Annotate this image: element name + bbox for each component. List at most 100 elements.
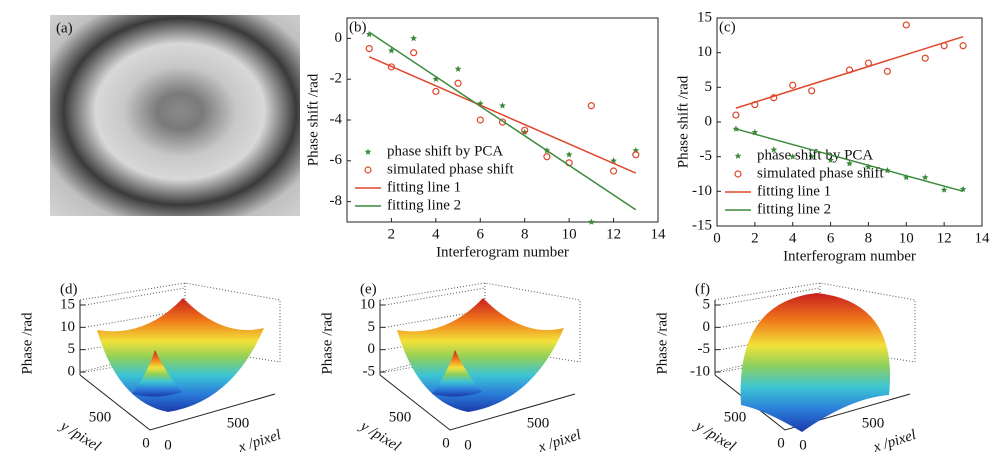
floor-edges: [714, 374, 911, 431]
y-tick-label: -6: [330, 152, 343, 168]
star-point: [827, 156, 834, 163]
x-tick-label: 8: [865, 230, 873, 246]
y-tick-label: 500: [89, 409, 112, 425]
y-tick-label: 500: [724, 409, 747, 425]
x-tick-label: 14: [651, 226, 667, 242]
star-point: [454, 65, 462, 72]
grid-line: [84, 287, 186, 306]
circle-point: [498, 118, 507, 126]
y-tick-label: 0: [777, 435, 785, 451]
x-tick-label: 500: [862, 415, 885, 431]
star-point: [808, 153, 815, 160]
star-point: [789, 153, 796, 160]
z-tick-label: 0: [703, 319, 711, 335]
fit-line: [735, 36, 964, 109]
x-tick-label: 0: [713, 230, 721, 246]
circle-point: [365, 44, 373, 53]
legend-swatch: [734, 170, 742, 178]
x-tick-label: 4: [789, 230, 797, 246]
circle-point: [476, 116, 484, 124]
x-tick-label: 4: [432, 226, 440, 242]
surface-peak: [132, 350, 182, 397]
legend-swatch: [734, 152, 742, 159]
x-axis-label: x /pixel: [236, 427, 283, 456]
circle-point: [609, 167, 618, 175]
floor-edges: [79, 374, 276, 431]
x-tick-label: 2: [388, 226, 396, 242]
legend-label: fitting line 1: [757, 183, 831, 199]
fit-line: [368, 56, 637, 174]
x-tick-label: 8: [521, 226, 529, 242]
panel-label: (e): [360, 281, 377, 297]
y-axis-label: Phase shift /rad: [675, 75, 691, 168]
star-point: [388, 47, 395, 54]
star-point: [565, 151, 573, 158]
legend-label: simulated phase shift: [757, 165, 884, 181]
star-point: [410, 34, 417, 42]
z-tick-label: -5: [363, 363, 376, 379]
circle-point: [632, 151, 640, 159]
star-point: [751, 128, 759, 136]
x-tick-label: 0: [164, 437, 172, 453]
z-tick-label: 5: [368, 319, 376, 335]
legend-swatch: [364, 166, 372, 174]
x-tick-label: 12: [937, 230, 952, 246]
surface-peak: [432, 350, 482, 397]
y-tick-label: -2: [330, 71, 343, 87]
surface: [740, 293, 891, 432]
y-tick-label: -4: [330, 111, 343, 127]
circle-point: [521, 126, 529, 134]
y-tick-label: 0: [142, 435, 150, 451]
y-tick-label: 10: [697, 44, 712, 60]
legend-label: phase shift by PCA: [387, 143, 503, 159]
y-tick-label: -15: [692, 217, 712, 233]
star-point: [959, 185, 967, 193]
z-tick-label: -10: [690, 363, 710, 379]
surface: [397, 298, 564, 412]
fit-line: [735, 128, 964, 193]
legend-label: fitting line 1: [387, 179, 461, 195]
x-tick-label: 0: [464, 437, 472, 453]
z-tick-label: 10: [60, 319, 75, 335]
circle-point: [902, 21, 910, 29]
x-axis-label: x /pixel: [536, 427, 583, 456]
y-tick-label: -5: [700, 148, 713, 164]
x-tick-label: 2: [751, 230, 759, 246]
z-tick-label: 0: [68, 363, 76, 379]
circle-point: [454, 79, 462, 87]
circle-point: [959, 42, 967, 50]
panel-label: (f): [695, 281, 710, 297]
legend-label: phase shift by PCA: [757, 147, 873, 163]
panel-label: (d): [60, 281, 78, 297]
panel-label: (b): [349, 19, 367, 35]
y-tick-label: 0: [705, 113, 713, 129]
circle-point: [808, 87, 816, 95]
star-point: [903, 174, 910, 181]
z-tick-label: 5: [703, 296, 711, 312]
z-tick-label: 10: [360, 296, 375, 312]
x-tick-label: 500: [227, 415, 250, 431]
circle-point: [587, 102, 595, 110]
circle-point: [432, 87, 440, 96]
grid-line: [384, 287, 486, 306]
y-axis-label: Phase shift /rad: [305, 73, 321, 166]
circle-point: [732, 111, 740, 119]
legend-label: fitting line 2: [387, 197, 461, 213]
interferogram: [50, 15, 300, 216]
star-point: [432, 75, 440, 82]
legend-swatch: [364, 148, 372, 155]
surface: [97, 298, 264, 412]
star-point: [732, 125, 740, 132]
z-tick-label: 15: [60, 296, 75, 312]
circle-point: [789, 81, 797, 89]
y-tick-label: 0: [442, 435, 450, 451]
legend-label: fitting line 2: [757, 201, 831, 217]
circle-point: [883, 67, 891, 75]
y-tick-label: -10: [692, 183, 712, 199]
x-tick-label: 6: [827, 230, 835, 246]
x-tick-label: 0: [799, 437, 807, 453]
x-axis-label: Interferogram number: [436, 244, 569, 260]
x-tick-label: 500: [527, 415, 550, 431]
y-tick-label: 5: [705, 79, 713, 95]
